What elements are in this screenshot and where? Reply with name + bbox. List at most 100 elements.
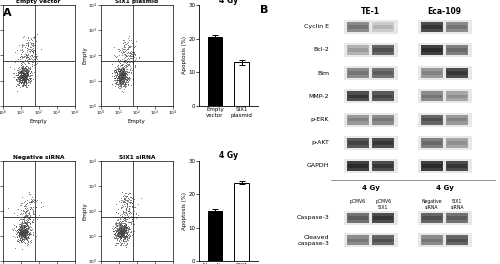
Point (22, 220, 30, 224)
Point (115, 69, 123, 73)
Point (132, 39, 140, 44)
Point (116, 231, 124, 235)
Point (14, 79, 22, 83)
Point (22, 235, 30, 240)
Point (117, 232, 125, 237)
Point (22, 220, 30, 224)
Bar (418, 66, 472, 80)
Point (119, 230, 127, 234)
Point (21, 77, 29, 81)
Point (119, 229, 127, 233)
Point (28, 210, 36, 214)
Point (116, 78, 124, 82)
Bar (418, 43, 472, 57)
Point (26, 76, 34, 80)
Point (122, 74, 130, 78)
Point (24, 228, 32, 232)
Point (14, 229, 22, 233)
Point (18, 238, 26, 242)
Point (124, 209, 132, 213)
Point (120, 66, 128, 70)
Bar (348, 95, 368, 98)
Point (118, 79, 126, 83)
Point (119, 227, 127, 232)
Point (18, 231, 26, 235)
Point (114, 221, 122, 225)
Point (116, 235, 124, 239)
Point (29, 49, 37, 53)
Point (22, 208, 30, 212)
Point (118, 219, 126, 223)
Point (26, 217, 34, 221)
Point (116, 238, 124, 243)
Point (24, 80, 32, 84)
Point (116, 228, 124, 232)
Point (26, 79, 34, 83)
Point (18, 225, 25, 230)
Point (29, 51, 37, 55)
Point (24, 230, 32, 235)
Point (118, 72, 126, 76)
Point (120, 212, 128, 216)
Point (17, 208, 25, 213)
Point (20, 79, 28, 84)
Point (110, 53, 118, 57)
Point (126, 53, 134, 58)
Point (124, 192, 132, 196)
Point (116, 229, 124, 233)
Point (19, 237, 27, 241)
Point (17, 80, 25, 84)
Point (18, 74, 25, 78)
Point (122, 71, 130, 75)
Point (123, 54, 131, 58)
Point (129, 212, 137, 216)
Point (16, 228, 24, 232)
Point (20, 81, 28, 85)
Point (116, 73, 124, 77)
Point (20, 81, 28, 85)
Point (122, 228, 130, 232)
Point (125, 75, 133, 79)
Point (121, 229, 129, 233)
Point (116, 229, 124, 234)
Point (20, 225, 28, 229)
Point (13, 75, 21, 79)
Point (18, 220, 26, 224)
Point (118, 67, 126, 72)
Point (18, 72, 25, 76)
Point (14, 239, 22, 244)
Point (14, 230, 22, 234)
Point (110, 229, 118, 233)
Point (126, 76, 134, 80)
Point (20, 80, 28, 84)
Point (28, 38, 36, 43)
Text: p-ERK: p-ERK (310, 117, 329, 122)
Point (22, 235, 30, 239)
Point (22, 236, 30, 241)
Point (118, 81, 126, 85)
Point (30, 200, 38, 205)
Point (24, 55, 32, 59)
Point (119, 232, 127, 236)
Point (16, 225, 24, 229)
Point (28, 69, 36, 73)
Point (120, 69, 128, 73)
Point (22, 227, 30, 232)
Point (28, 49, 36, 53)
Point (116, 228, 124, 232)
Point (114, 229, 122, 234)
Point (15, 234, 23, 239)
Point (18, 71, 26, 76)
Point (22, 74, 30, 78)
Point (116, 72, 124, 76)
Point (18, 237, 26, 241)
Point (14, 227, 22, 231)
Point (20, 43, 28, 48)
Point (24, 235, 32, 239)
Point (12, 77, 20, 81)
Point (114, 58, 122, 62)
Point (124, 233, 132, 237)
Point (20, 82, 28, 86)
Point (110, 228, 118, 232)
Point (18, 230, 25, 234)
